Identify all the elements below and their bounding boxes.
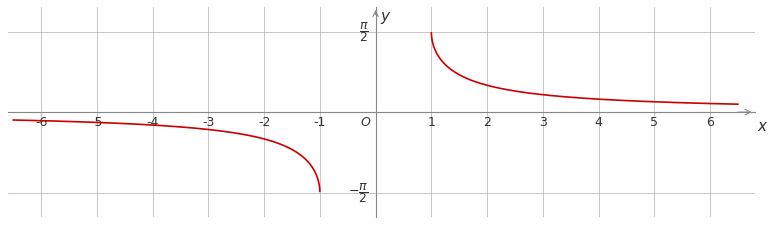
Text: O: O (360, 116, 370, 129)
Text: $y$: $y$ (380, 10, 392, 26)
Text: $\dfrac{\pi}{2}$: $\dfrac{\pi}{2}$ (359, 20, 369, 44)
Text: $-\dfrac{\pi}{2}$: $-\dfrac{\pi}{2}$ (349, 181, 369, 205)
Text: $x$: $x$ (758, 119, 769, 134)
